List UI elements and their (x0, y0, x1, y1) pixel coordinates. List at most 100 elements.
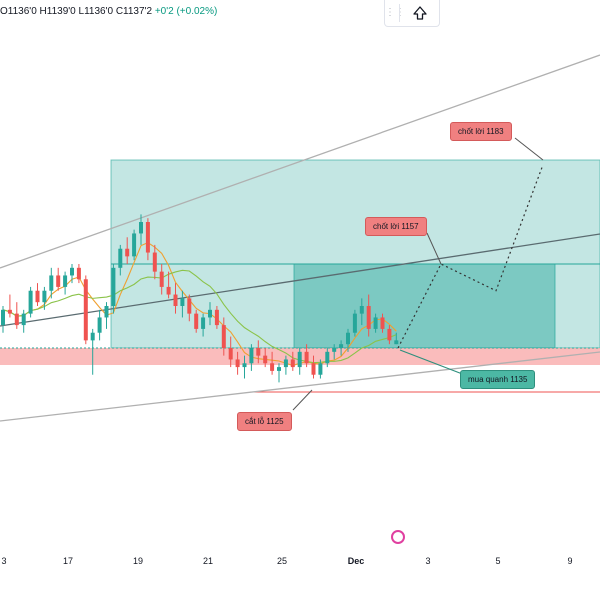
candle (173, 283, 178, 314)
candle-body (242, 363, 247, 368)
ohlc-values: O1136'0 H1139'0 L1136'0 C1137'2 (0, 6, 153, 17)
candle-body (21, 313, 26, 326)
candle-body (35, 290, 40, 303)
candle (235, 351, 240, 375)
candle (366, 294, 371, 337)
candle-body (394, 340, 399, 345)
candle-body (63, 275, 68, 287)
candle-body (28, 290, 33, 314)
candle-body (318, 363, 323, 375)
sma-fast-line (2, 241, 397, 367)
up-arrow-icon[interactable] (400, 5, 439, 21)
candle (125, 237, 130, 264)
candle-body (221, 325, 226, 348)
tp1-label: chốt lời 1157 (373, 222, 419, 231)
candle (49, 267, 54, 299)
x-tick-label: 21 (202, 556, 214, 566)
candle (63, 271, 68, 295)
candle-body (145, 222, 150, 253)
x-tick-label: 9 (567, 556, 573, 566)
entry-label: mua quanh 1135 (468, 375, 528, 384)
candle (270, 351, 275, 375)
candle (83, 275, 88, 345)
candle-body (380, 317, 385, 329)
candle-body (325, 351, 330, 364)
candle-body (290, 359, 295, 368)
candle-body (139, 222, 143, 234)
candle-body (263, 355, 268, 364)
candle (304, 344, 309, 368)
candle-body (352, 313, 357, 333)
candle (194, 309, 199, 333)
tradingview-logo-icon[interactable] (391, 530, 405, 544)
candle (214, 306, 219, 329)
candle (42, 286, 47, 310)
candle (332, 344, 337, 360)
candle (263, 348, 268, 368)
candle-body (214, 309, 219, 326)
candle-body (373, 317, 378, 329)
candle (35, 283, 40, 306)
candle-body (187, 298, 192, 314)
tp2-callout[interactable]: chốt lời 1183 (450, 122, 512, 141)
candle (311, 355, 316, 379)
floating-toolbar[interactable]: ⋮⋮ (384, 0, 440, 27)
candle (318, 359, 323, 379)
trendline-upper[interactable] (0, 54, 600, 269)
ohlc-change: +0'2 (+0.02%) (154, 6, 218, 17)
candle-body (132, 233, 137, 257)
candle-body (97, 317, 102, 333)
x-axis: 3 17 19 21 25 Dec 3 5 9 (0, 556, 600, 576)
tp1-pointer (426, 232, 442, 265)
candle (352, 309, 357, 337)
x-tick-label: 25 (276, 556, 288, 566)
x-tick-label: 5 (495, 556, 501, 566)
candle-body (387, 328, 392, 341)
target-zone-inner[interactable] (293, 263, 556, 349)
x-tick-label: 3 (425, 556, 431, 566)
x-tick-label: 19 (132, 556, 144, 566)
candle (97, 309, 102, 341)
candle (228, 336, 233, 368)
sma-slow-line (2, 269, 397, 364)
x-tick-label: 3 (1, 556, 7, 566)
candle (277, 363, 281, 383)
candle-body (311, 363, 316, 375)
candle (14, 302, 19, 329)
ohlc-readout: O1136'0 H1139'0 L1136'0 C1137'2 +0'2 (+0… (0, 6, 217, 17)
candle (387, 325, 392, 345)
candle (187, 294, 192, 322)
candle (118, 244, 123, 276)
candle-body (42, 290, 47, 303)
candle (221, 317, 226, 356)
stop-label: cắt lỗ 1125 (245, 417, 284, 426)
candle (111, 264, 116, 314)
stop-pointer (292, 389, 313, 411)
candle-body (76, 267, 81, 280)
trendline-lower[interactable] (0, 351, 600, 422)
candle-body (270, 363, 275, 371)
entry-callout[interactable]: mua quanh 1135 (460, 370, 536, 389)
candle-body (332, 348, 337, 352)
candle (21, 309, 26, 333)
candle (256, 340, 261, 364)
candle-body (304, 351, 309, 364)
candle (359, 298, 364, 326)
candle-body (166, 286, 171, 295)
candle (139, 214, 143, 245)
candle (242, 355, 247, 379)
candle-body (228, 348, 233, 360)
candle (7, 294, 12, 318)
tp1-callout[interactable]: chốt lời 1157 (365, 217, 427, 236)
candle (104, 302, 109, 329)
candle-body (208, 309, 212, 318)
candle (1, 306, 5, 333)
stop-callout[interactable]: cắt lỗ 1125 (237, 412, 292, 431)
entry-pointer (399, 349, 466, 376)
candle-body (1, 309, 5, 326)
drag-handle-icon[interactable]: ⋮⋮ (385, 7, 405, 18)
candle-body (180, 298, 185, 306)
candle-body (70, 267, 74, 276)
candle (373, 313, 378, 333)
